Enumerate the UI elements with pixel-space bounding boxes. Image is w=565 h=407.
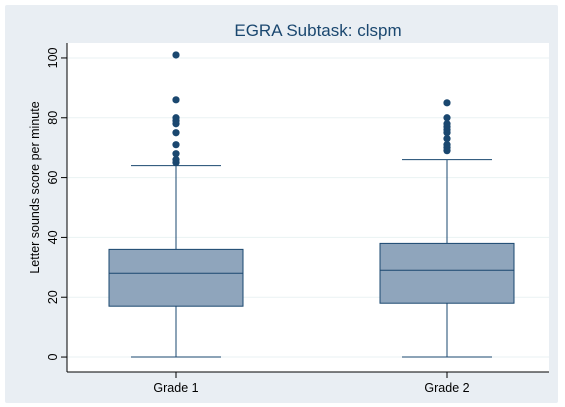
box-group-1 bbox=[108, 51, 244, 358]
chart-title: EGRA Subtask: clspm bbox=[234, 21, 401, 40]
y-tick-label-100: 100 bbox=[46, 47, 60, 68]
x-tick-label-2: Grade 2 bbox=[424, 381, 469, 395]
outlier-point bbox=[443, 120, 451, 128]
y-tick-label-40: 40 bbox=[46, 230, 60, 244]
box-group-2 bbox=[379, 99, 515, 358]
outlier-point bbox=[172, 141, 180, 149]
iqr-box bbox=[108, 248, 244, 307]
plot-area bbox=[67, 43, 549, 372]
y-tick-label-80: 80 bbox=[46, 111, 60, 125]
y-tick-label-20: 20 bbox=[46, 290, 60, 304]
outlier-point bbox=[443, 135, 451, 143]
outlier-point bbox=[172, 51, 180, 59]
y-axis-label: Letter sounds score per minute bbox=[28, 101, 42, 273]
outlier-point bbox=[172, 114, 180, 122]
iqr-box bbox=[379, 242, 515, 304]
outlier-point bbox=[443, 99, 451, 107]
y-tick-label-60: 60 bbox=[46, 171, 60, 185]
outlier-point bbox=[172, 96, 180, 104]
outlier-point bbox=[172, 150, 180, 158]
outlier-point bbox=[172, 156, 180, 164]
y-tick-label-0: 0 bbox=[46, 354, 60, 361]
outlier-point bbox=[443, 114, 451, 122]
outlier-point bbox=[443, 141, 451, 149]
outlier-point bbox=[172, 129, 180, 137]
x-tick-label-1: Grade 1 bbox=[153, 381, 198, 395]
